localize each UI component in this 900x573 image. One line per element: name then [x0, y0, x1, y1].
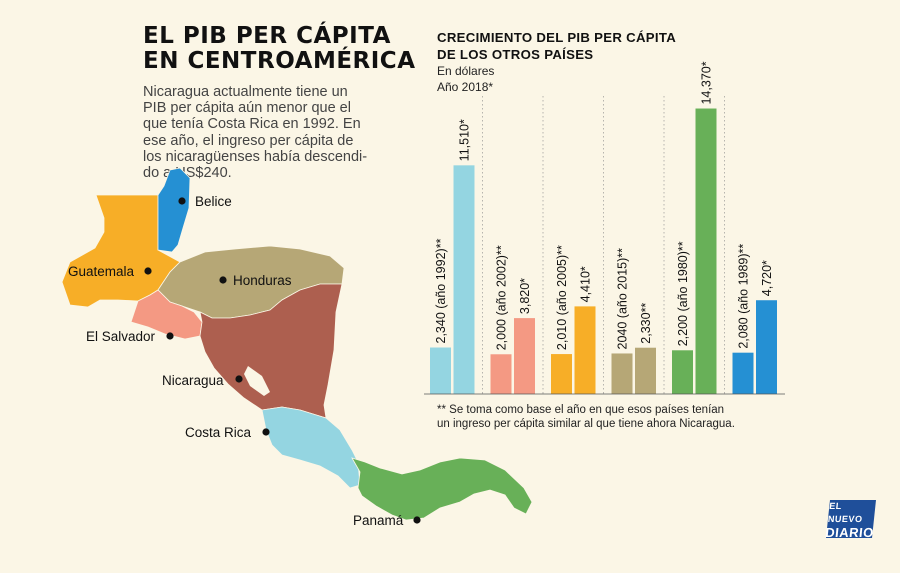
chart-title-line-2: DE LOS OTROS PAÍSES	[437, 46, 594, 62]
intro-line-4: ese año, el ingreso per cápita de	[143, 132, 354, 149]
guatemala-dot	[144, 267, 152, 275]
belice-dot	[178, 197, 186, 205]
el-nuevo-diario-logo: EL NUEVO DIARIO	[824, 500, 876, 540]
intro-line-6: do a US$240.	[143, 165, 232, 182]
intro-line-2: PIB per cápita aún menor que el	[143, 100, 351, 117]
guatemala-label: Guatemala	[68, 264, 135, 279]
bar-panama-2018	[695, 108, 717, 395]
bar-label-honduras-2018: 2,330**	[639, 303, 653, 344]
el-salvador-dot	[166, 332, 174, 340]
bar-el_salvador-2018	[514, 318, 535, 394]
nicaragua-dot	[235, 375, 243, 383]
bar-label-belice-2018: 4,720*	[760, 260, 774, 296]
bar-honduras-2018	[635, 347, 656, 394]
bar-guatemala-base	[551, 354, 572, 394]
bar-belice-base	[732, 352, 754, 394]
chart-title-line-1: CRECIMIENTO DEL PIB PER CÁPITA	[437, 30, 677, 45]
honduras-label: Honduras	[233, 273, 292, 288]
logo-line-2: DIARIO	[824, 524, 875, 540]
footnote-line-1: ** Se toma como base el año en que esos …	[437, 404, 725, 416]
belice-label: Belice	[195, 194, 232, 209]
footnote-line-2: un ingreso per cápita similar al que tie…	[437, 418, 735, 430]
bar-label-belice-base: 2,080 (año 1989)**	[737, 244, 751, 349]
chart-subtitle-units: En dólares	[437, 64, 495, 78]
bar-guatemala-2018	[574, 306, 596, 394]
honduras-dot	[219, 276, 227, 284]
chart-footnote: ** Se toma como base el año en que esos …	[437, 403, 817, 431]
intro-line-3: que tenía Costa Rica en 1992. En	[143, 116, 361, 133]
main-title: EL PIB PER CÁPITA EN CENTROAMÉRICA	[143, 24, 416, 74]
costa-rica-region	[261, 406, 361, 489]
bar-label-guatemala-base: 2,010 (año 2005)**	[555, 245, 569, 350]
bar-label-el_salvador-base: 2,000 (año 2002)**	[495, 245, 509, 350]
el-salvador-label: El Salvador	[86, 329, 156, 344]
intro-text: Nicaragua actualmente tiene un PIB per c…	[143, 84, 388, 181]
bar-costa_rica-base	[430, 347, 451, 394]
main-title-line-2: EN CENTROAMÉRICA	[143, 48, 416, 74]
bar-label-el_salvador-2018: 3,820*	[518, 278, 532, 314]
bar-label-honduras-base: 2040 (año 2015)**	[616, 248, 630, 350]
chart-title: CRECIMIENTO DEL PIB PER CÁPITA DE LOS OT…	[437, 30, 676, 63]
bar-label-costa_rica-base: 2,340 (año 1992)**	[434, 238, 448, 343]
panama-label: Panamá	[353, 513, 404, 528]
costa-rica-dot	[262, 428, 270, 436]
bar-honduras-base	[611, 353, 633, 394]
belice-region	[157, 167, 191, 253]
chart-subtitle: En dólares Año 2018*	[437, 64, 494, 95]
lake-nicaragua	[244, 366, 270, 396]
nicaragua-label: Nicaragua	[162, 373, 224, 388]
bar-label-panama-2018: 14,370*	[700, 61, 714, 104]
panama-region	[351, 457, 533, 521]
chart-subtitle-year: Año 2018*	[437, 79, 494, 94]
bar-panama-base	[672, 350, 693, 394]
bar-el_salvador-base	[490, 354, 512, 394]
guatemala-region	[61, 194, 181, 308]
bar-label-panama-base: 2,200 (año 1980)**	[676, 241, 690, 346]
intro-line-5: los nicaragüenses había descendi-	[143, 148, 368, 165]
intro-line-1: Nicaragua actualmente tiene un	[143, 84, 348, 100]
bar-costa_rica-2018	[453, 165, 475, 394]
logo-line-1: EL NUEVO	[827, 500, 864, 524]
bar-label-guatemala-2018: 4,410*	[579, 266, 593, 302]
main-title-line-1: EL PIB PER CÁPITA	[143, 23, 391, 49]
panama-dot	[413, 516, 421, 524]
nicaragua-region	[199, 283, 343, 419]
bar-belice-2018	[756, 300, 777, 394]
costa-rica-label: Costa Rica	[185, 425, 252, 440]
bar-label-costa_rica-2018: 11,510*	[458, 119, 472, 161]
